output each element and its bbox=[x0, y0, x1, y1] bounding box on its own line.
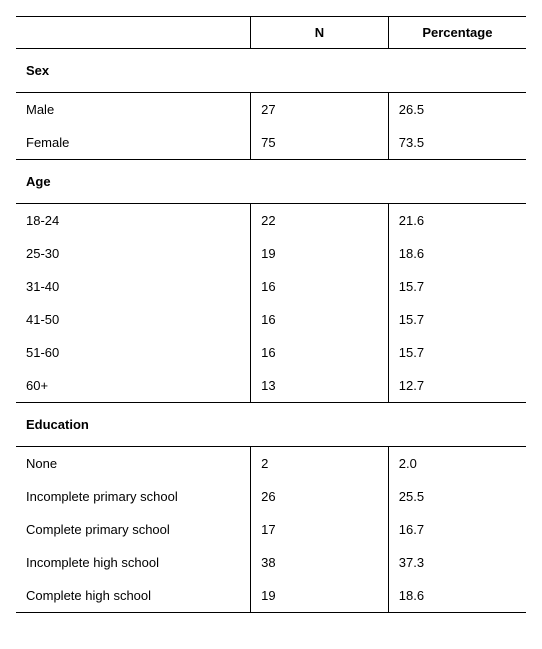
table-body: Sex Male 27 26.5 Female 75 73.5 Age 18-2… bbox=[16, 49, 526, 613]
row-label: Male bbox=[16, 93, 251, 127]
row-n: 19 bbox=[251, 237, 389, 270]
row-label: 60+ bbox=[16, 369, 251, 403]
row-n: 16 bbox=[251, 270, 389, 303]
row-n: 17 bbox=[251, 513, 389, 546]
row-label: 51-60 bbox=[16, 336, 251, 369]
row-n: 16 bbox=[251, 303, 389, 336]
row-pct: 12.7 bbox=[388, 369, 526, 403]
section-title: Age bbox=[16, 160, 526, 204]
section-sex: Sex bbox=[16, 49, 526, 93]
row-n: 38 bbox=[251, 546, 389, 579]
header-blank bbox=[16, 17, 251, 49]
row-n: 13 bbox=[251, 369, 389, 403]
table-row: Female 75 73.5 bbox=[16, 126, 526, 160]
row-label: 18-24 bbox=[16, 204, 251, 238]
table-row: None 2 2.0 bbox=[16, 447, 526, 481]
row-label: None bbox=[16, 447, 251, 481]
table-row: 41-50 16 15.7 bbox=[16, 303, 526, 336]
table-row: Incomplete primary school 26 25.5 bbox=[16, 480, 526, 513]
row-pct: 15.7 bbox=[388, 336, 526, 369]
header-n: N bbox=[251, 17, 389, 49]
row-label: Complete primary school bbox=[16, 513, 251, 546]
row-n: 2 bbox=[251, 447, 389, 481]
row-pct: 18.6 bbox=[388, 579, 526, 613]
table-row: 25-30 19 18.6 bbox=[16, 237, 526, 270]
row-pct: 25.5 bbox=[388, 480, 526, 513]
header-percentage: Percentage bbox=[388, 17, 526, 49]
section-age: Age bbox=[16, 160, 526, 204]
row-label: Female bbox=[16, 126, 251, 160]
section-title: Education bbox=[16, 403, 526, 447]
row-n: 26 bbox=[251, 480, 389, 513]
row-label: Incomplete primary school bbox=[16, 480, 251, 513]
row-pct: 37.3 bbox=[388, 546, 526, 579]
row-pct: 21.6 bbox=[388, 204, 526, 238]
row-label: Incomplete high school bbox=[16, 546, 251, 579]
table-row: Incomplete high school 38 37.3 bbox=[16, 546, 526, 579]
row-pct: 16.7 bbox=[388, 513, 526, 546]
table-row: Male 27 26.5 bbox=[16, 93, 526, 127]
row-n: 75 bbox=[251, 126, 389, 160]
table-row: 18-24 22 21.6 bbox=[16, 204, 526, 238]
row-n: 16 bbox=[251, 336, 389, 369]
table-row: 31-40 16 15.7 bbox=[16, 270, 526, 303]
row-n: 19 bbox=[251, 579, 389, 613]
row-label: Complete high school bbox=[16, 579, 251, 613]
section-title: Sex bbox=[16, 49, 526, 93]
row-pct: 2.0 bbox=[388, 447, 526, 481]
table-row: 51-60 16 15.7 bbox=[16, 336, 526, 369]
row-pct: 18.6 bbox=[388, 237, 526, 270]
row-label: 31-40 bbox=[16, 270, 251, 303]
table-row: Complete primary school 17 16.7 bbox=[16, 513, 526, 546]
row-n: 27 bbox=[251, 93, 389, 127]
row-label: 41-50 bbox=[16, 303, 251, 336]
row-n: 22 bbox=[251, 204, 389, 238]
demographics-table: N Percentage Sex Male 27 26.5 Female 75 … bbox=[16, 16, 526, 613]
row-label: 25-30 bbox=[16, 237, 251, 270]
row-pct: 15.7 bbox=[388, 270, 526, 303]
table-row: Complete high school 19 18.6 bbox=[16, 579, 526, 613]
table-header-row: N Percentage bbox=[16, 17, 526, 49]
row-pct: 15.7 bbox=[388, 303, 526, 336]
table-row: 60+ 13 12.7 bbox=[16, 369, 526, 403]
row-pct: 73.5 bbox=[388, 126, 526, 160]
row-pct: 26.5 bbox=[388, 93, 526, 127]
section-education: Education bbox=[16, 403, 526, 447]
